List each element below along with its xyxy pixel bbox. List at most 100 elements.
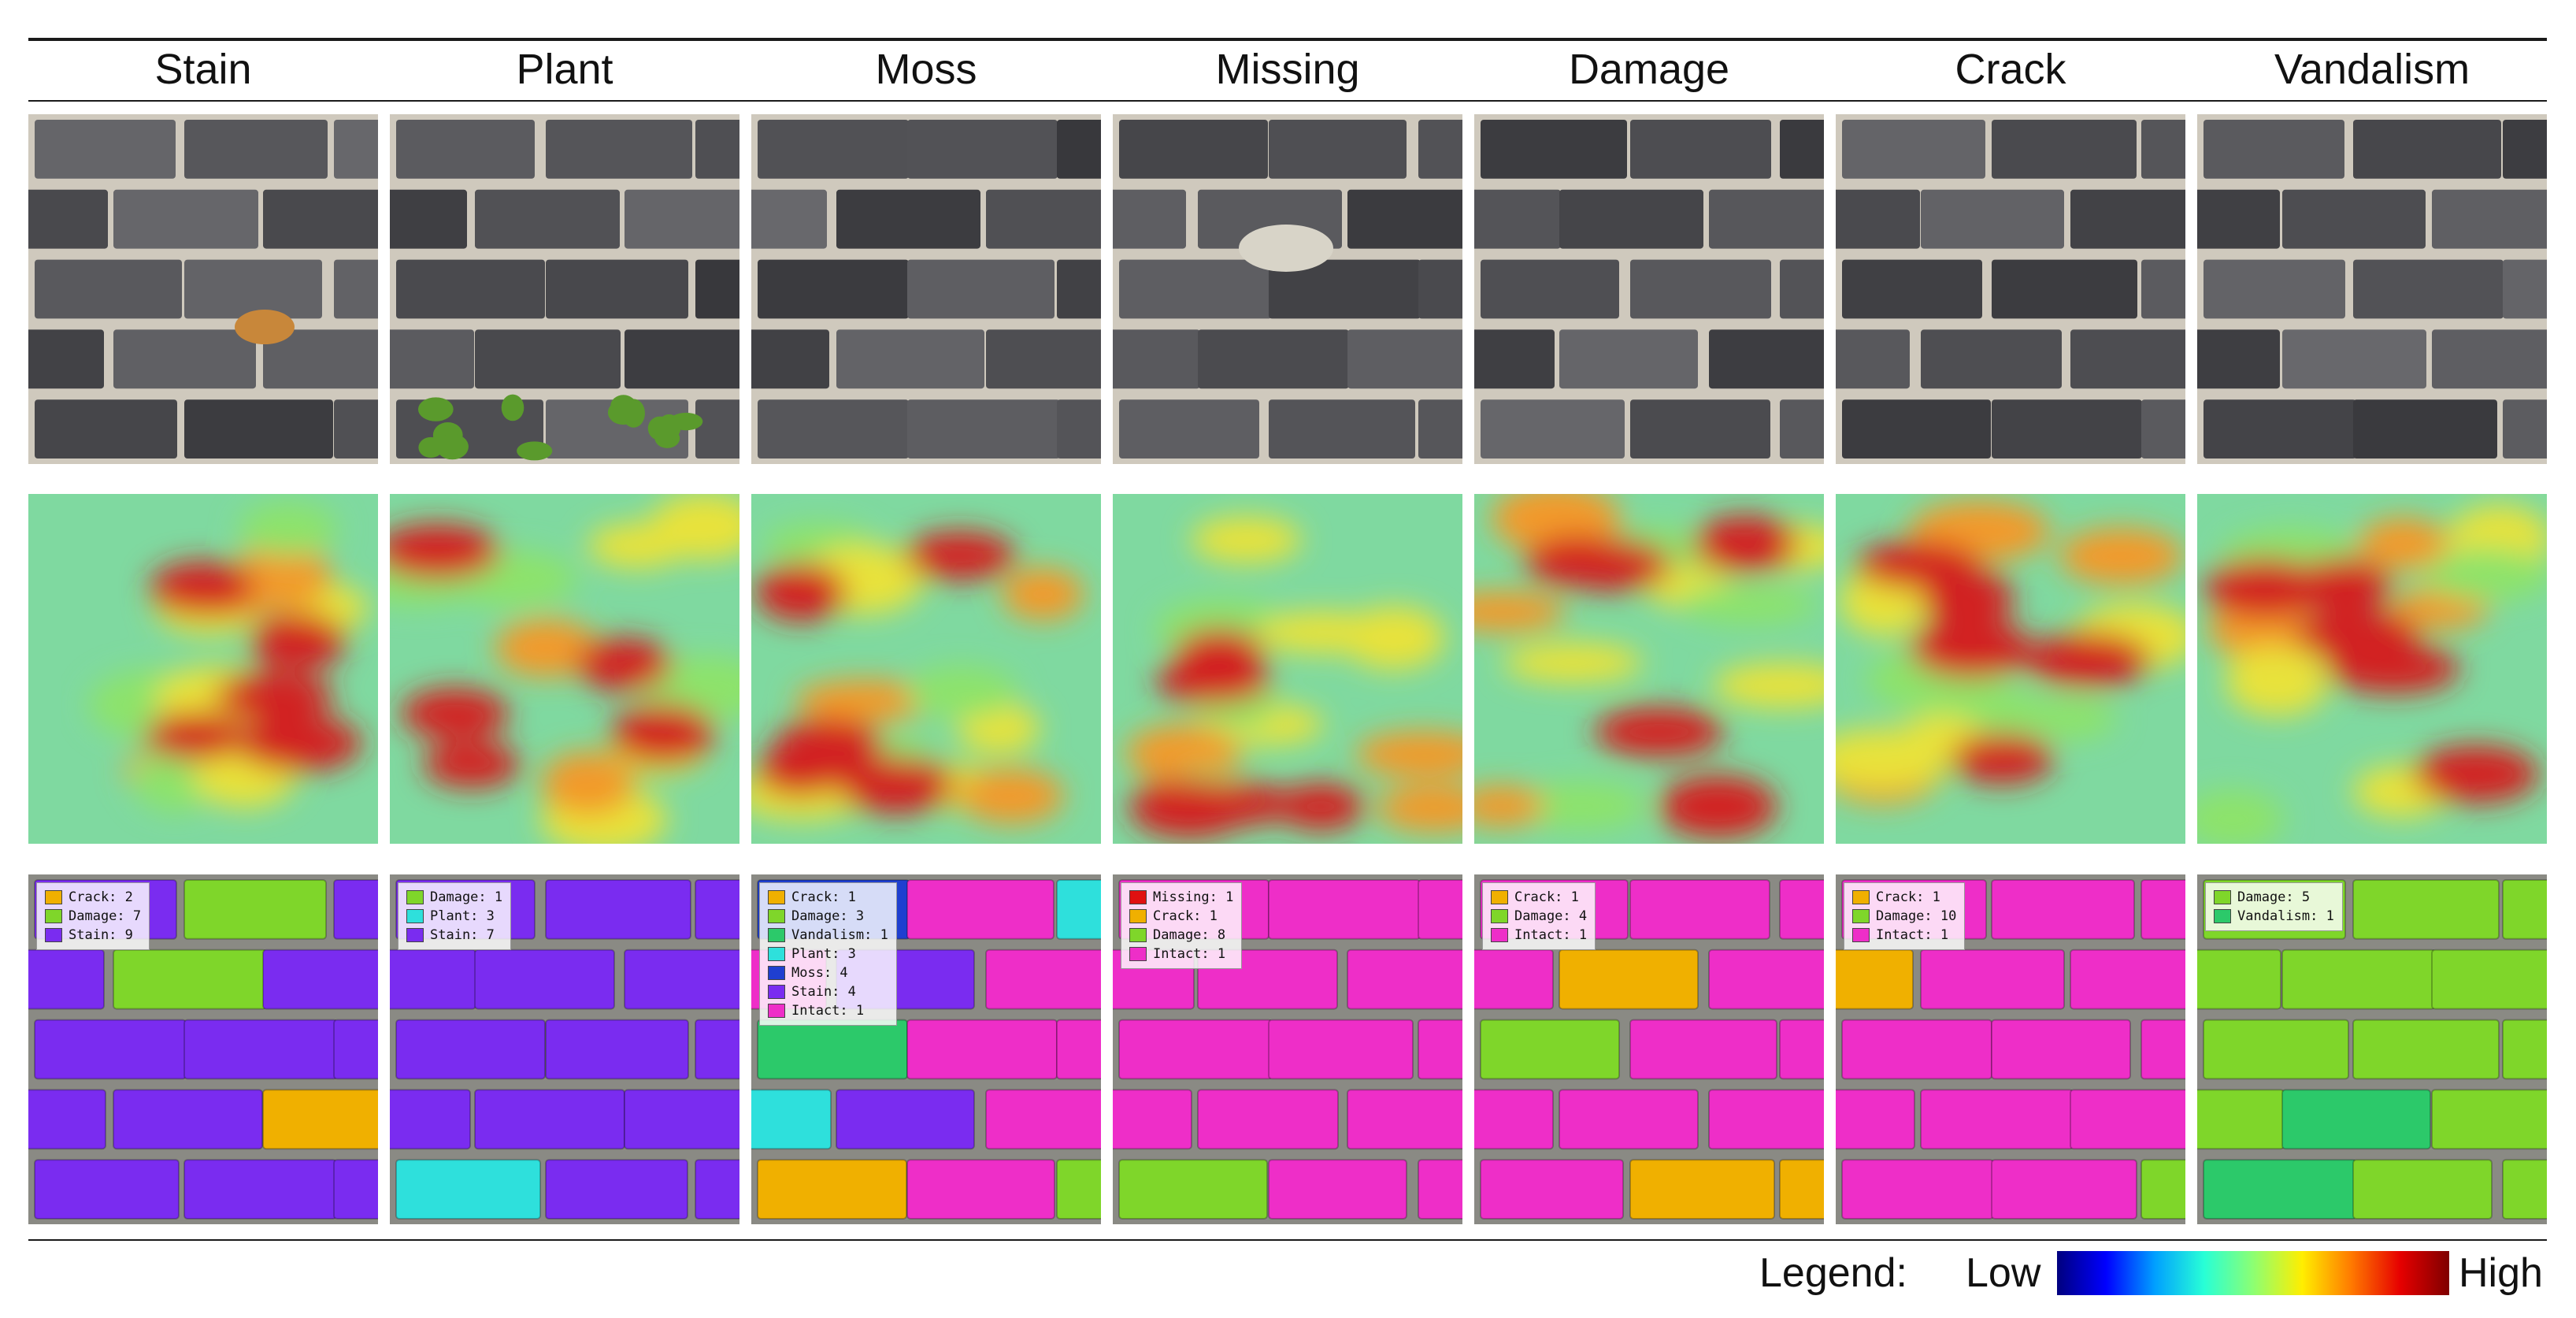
- summary-item-label: Intact: 1: [1514, 927, 1588, 943]
- color-swatch: [45, 928, 62, 942]
- color-swatch: [2214, 909, 2231, 923]
- color-swatch: [768, 909, 785, 923]
- heatmap-tile-plant: [390, 494, 739, 844]
- color-swatch: [406, 928, 424, 942]
- summary-item: Damage: 7: [45, 907, 141, 926]
- summary-item: Stain: 4: [768, 982, 888, 1001]
- color-swatch: [1129, 928, 1147, 942]
- summary-item: Stain: 9: [45, 926, 141, 945]
- color-swatch: [1129, 947, 1147, 961]
- summary-item: Damage: 3: [768, 907, 888, 926]
- summary-item-label: Moss: 4: [791, 965, 848, 981]
- column-header-vandalism: Vandalism: [2274, 46, 2470, 93]
- summary-item: Crack: 2: [45, 888, 141, 907]
- heatmap-image-vandalism: [2197, 494, 2547, 844]
- summary-item: Crack: 1: [768, 888, 888, 907]
- summary-item-label: Vandalism: 1: [791, 927, 888, 943]
- color-swatch: [768, 890, 785, 904]
- photo-tile-moss: [751, 114, 1101, 464]
- photo-tile-stain: [28, 114, 378, 464]
- color-swatch: [45, 890, 62, 904]
- class-count-summary: Missing: 1 Crack: 1 Damage: 8 Intact: 1: [1121, 882, 1243, 969]
- column-header-crack: Crack: [1955, 46, 2066, 93]
- summary-item: Damage: 5: [2214, 888, 2334, 907]
- summary-item-label: Damage: 10: [1876, 908, 1957, 924]
- segmentation-image-plant: [390, 874, 739, 1224]
- segmentation-tile-moss: Crack: 1 Damage: 3 Vandalism: 1 Plant: 3 Mos…: [751, 874, 1101, 1224]
- summary-item: Crack: 1: [1491, 888, 1587, 907]
- heatmap-tile-crack: [1836, 494, 2185, 844]
- summary-item: Plant: 3: [768, 945, 888, 963]
- summary-item: Vandalism: 1: [768, 926, 888, 945]
- summary-item: Moss: 4: [768, 963, 888, 982]
- bottom-rule: [28, 1239, 2547, 1241]
- segmentation-tile-plant: Damage: 1 Plant: 3 Stain: 7: [390, 874, 739, 1224]
- segmentation-image-missing: [1113, 874, 1462, 1224]
- color-swatch: [406, 909, 424, 923]
- color-swatch: [1491, 890, 1508, 904]
- color-swatch: [406, 890, 424, 904]
- summary-item: Damage: 4: [1491, 907, 1587, 926]
- summary-item-label: Intact: 1: [1153, 946, 1226, 962]
- class-count-summary: Damage: 5 Vandalism: 1: [2205, 882, 2343, 931]
- summary-item: Intact: 1: [1491, 926, 1587, 945]
- photo-image-plant: [390, 114, 739, 464]
- color-swatch: [1491, 928, 1508, 942]
- summary-item: Intact: 1: [768, 1001, 888, 1020]
- photo-image-vandalism: [2197, 114, 2547, 464]
- summary-item: Crack: 1: [1129, 907, 1233, 926]
- photo-image-moss: [751, 114, 1101, 464]
- column-header-plant: Plant: [516, 46, 613, 93]
- column-header-stain: Stain: [154, 46, 252, 93]
- summary-item: Stain: 7: [406, 926, 502, 945]
- heatmap-tile-vandalism: [2197, 494, 2547, 844]
- heatmap-tile-moss: [751, 494, 1101, 844]
- column-header-moss: Moss: [875, 46, 977, 93]
- color-swatch: [1852, 909, 1870, 923]
- color-swatch: [1491, 909, 1508, 923]
- color-swatch: [45, 909, 62, 923]
- summary-item: Damage: 10: [1852, 907, 1956, 926]
- summary-item: Intact: 1: [1129, 945, 1233, 963]
- summary-item-label: Intact: 1: [1876, 927, 1949, 943]
- segmentation-tile-damage: Crack: 1 Damage: 4 Intact: 1: [1474, 874, 1824, 1224]
- summary-item-label: Plant: 3: [791, 946, 856, 962]
- color-swatch: [2214, 890, 2231, 904]
- photo-tile-plant: [390, 114, 739, 464]
- heatmap-image-moss: [751, 494, 1101, 844]
- summary-item-label: Damage: 8: [1153, 927, 1226, 943]
- color-swatch: [768, 947, 785, 961]
- class-count-summary: Crack: 2 Damage: 7 Stain: 9: [36, 882, 150, 950]
- photo-tile-missing: [1113, 114, 1462, 464]
- heatmap-tile-stain: [28, 494, 378, 844]
- summary-item-label: Vandalism: 1: [2237, 908, 2334, 924]
- top-rule: [28, 38, 2547, 41]
- color-swatch: [1129, 890, 1147, 904]
- heatmap-tile-damage: [1474, 494, 1824, 844]
- color-swatch: [1129, 909, 1147, 923]
- photo-tile-damage: [1474, 114, 1824, 464]
- class-count-summary: Damage: 1 Plant: 3 Stain: 7: [398, 882, 512, 950]
- summary-item: Missing: 1: [1129, 888, 1233, 907]
- summary-item-label: Stain: 4: [791, 984, 856, 1000]
- heatmap-image-missing: [1113, 494, 1462, 844]
- photo-image-damage: [1474, 114, 1824, 464]
- column-header-damage: Damage: [1568, 46, 1730, 93]
- summary-item-label: Intact: 1: [791, 1003, 865, 1019]
- summary-item: Damage: 1: [406, 888, 502, 907]
- summary-item-label: Crack: 1: [1876, 889, 1940, 905]
- segmentation-tile-missing: Missing: 1 Crack: 1 Damage: 8 Intact: 1: [1113, 874, 1462, 1224]
- legend-title: Legend:: [1759, 1250, 1907, 1296]
- header-rule: [28, 100, 2547, 102]
- color-swatch: [768, 966, 785, 980]
- summary-item: Damage: 8: [1129, 926, 1233, 945]
- color-swatch: [1852, 928, 1870, 942]
- segmentation-tile-crack: Crack: 1 Damage: 10 Intact: 1: [1836, 874, 2185, 1224]
- color-swatch: [768, 928, 785, 942]
- heatmap-tile-missing: [1113, 494, 1462, 844]
- summary-item-label: Crack: 1: [1153, 908, 1218, 924]
- photo-image-missing: [1113, 114, 1462, 464]
- summary-item-label: Stain: 9: [69, 927, 133, 943]
- summary-item: Intact: 1: [1852, 926, 1956, 945]
- summary-item-label: Damage: 1: [430, 889, 503, 905]
